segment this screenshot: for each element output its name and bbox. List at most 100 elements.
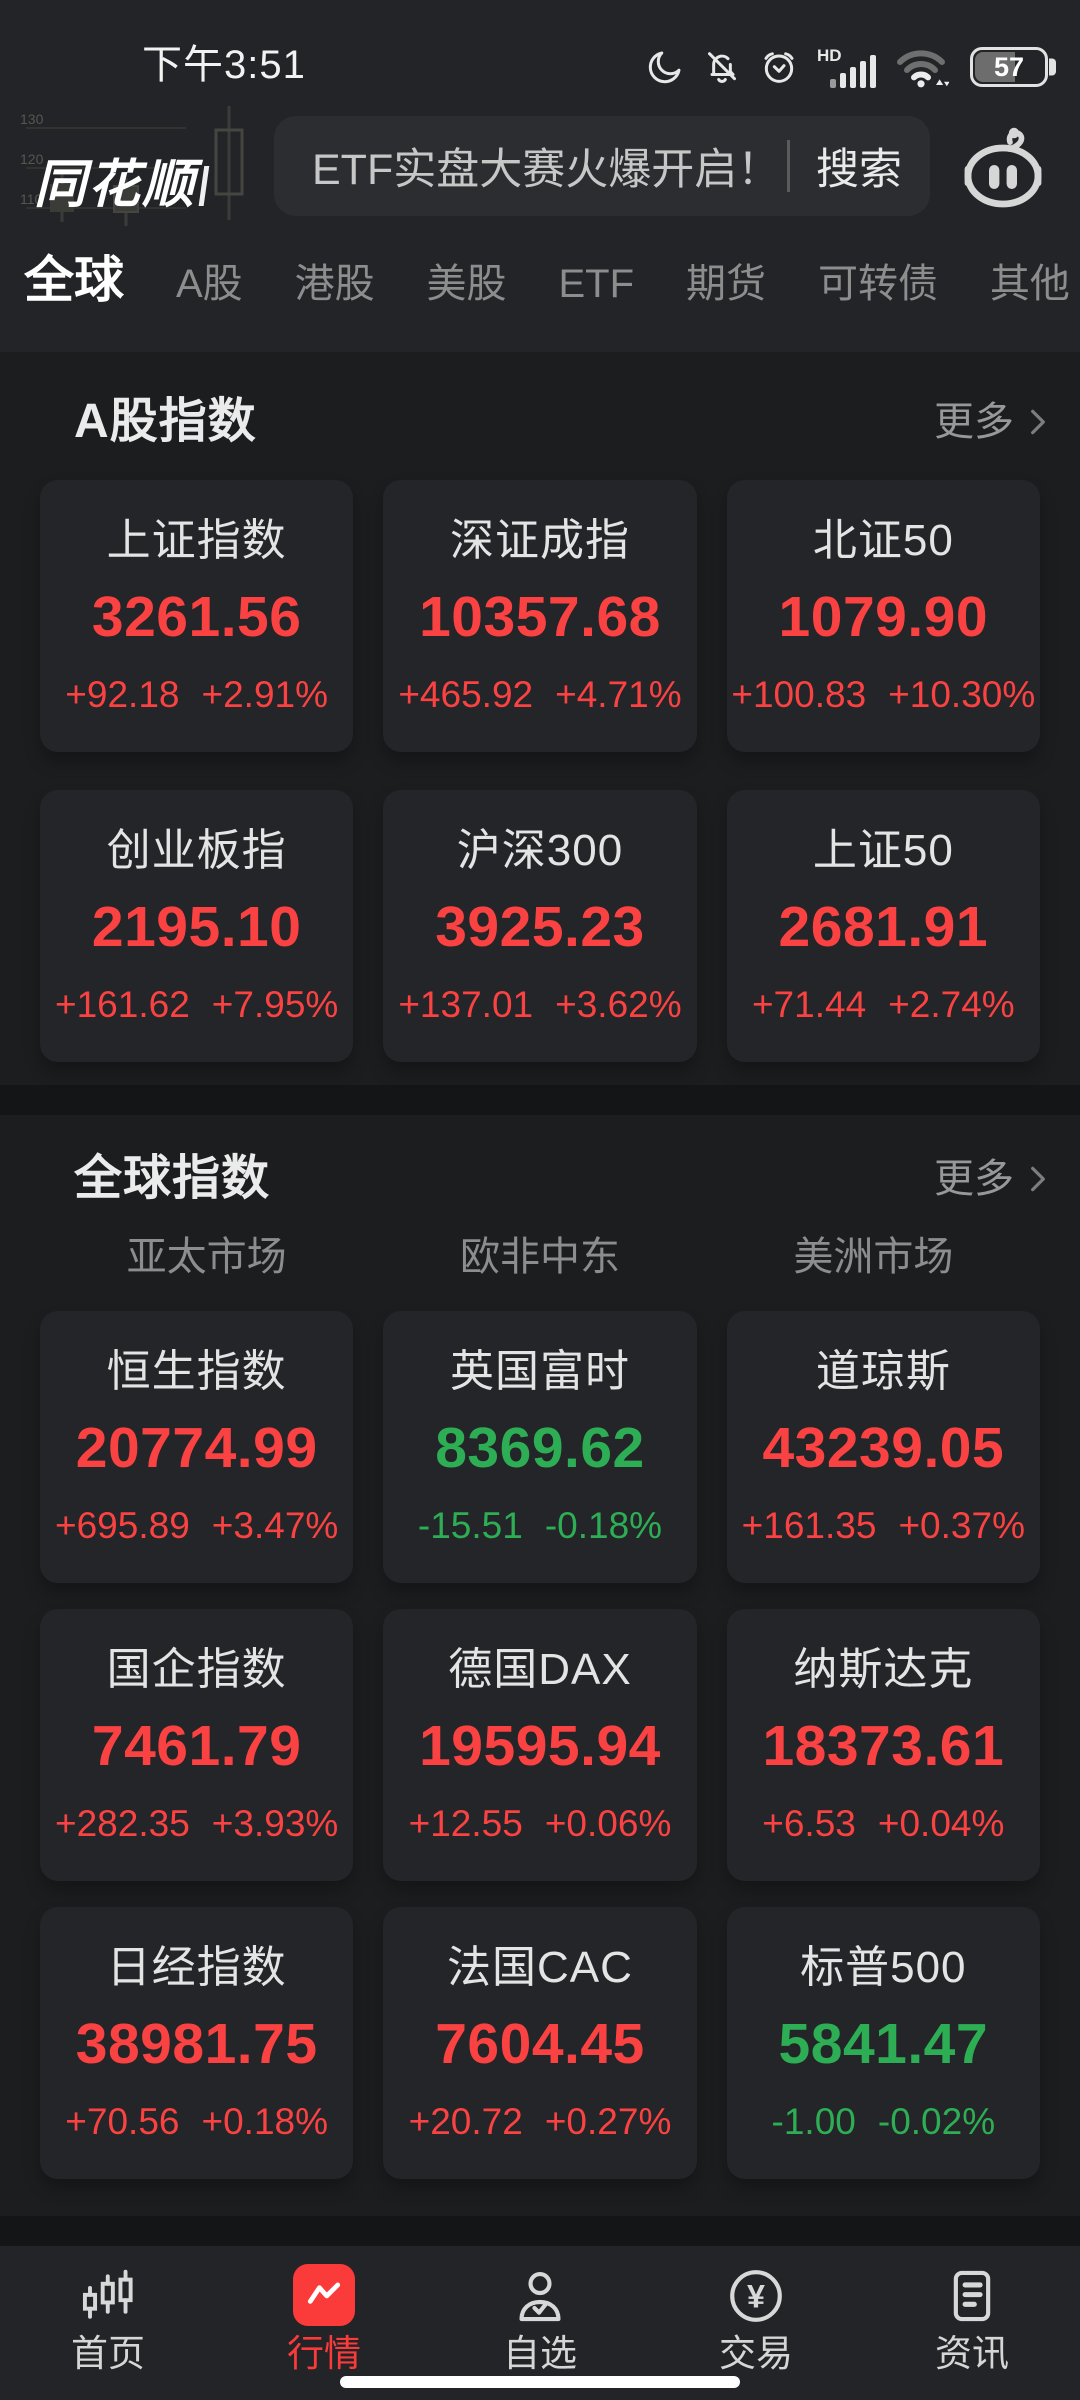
index-value: 1079.90	[778, 585, 989, 649]
a-share-section-header: A股指数 更多	[0, 352, 1080, 480]
index-change-row: +137.01 +3.62%	[398, 986, 681, 1023]
index-card[interactable]: 道琼斯 43239.05 +161.35 +0.37%	[726, 1311, 1040, 1583]
tab-futures[interactable]: 期货	[686, 262, 766, 306]
index-name: 英国富时	[449, 1347, 630, 1396]
index-name: 标普500	[800, 1943, 967, 1992]
tab-global[interactable]: 全球	[24, 252, 124, 308]
tab-a-share[interactable]: A股	[175, 262, 243, 306]
index-name: 道琼斯	[815, 1347, 951, 1396]
yuan-symbol: ¥	[747, 2279, 765, 2315]
index-change-row: +465.92 +4.71%	[398, 676, 681, 713]
logo-text: 同花顺	[34, 142, 207, 217]
index-name: 创业板指	[106, 826, 287, 875]
index-card[interactable]: 法国CAC 7604.45 +20.72 +0.27%	[383, 1907, 697, 2179]
nav-quotes[interactable]: 行情	[216, 2260, 432, 2400]
app-logo[interactable]: 130 120 110 同花顺	[16, 100, 254, 232]
nav-label: 自选	[503, 2333, 577, 2374]
index-name: 国企指数	[106, 1645, 287, 1694]
chevron-right-icon	[1031, 1166, 1045, 1192]
index-change-percent: +0.37%	[898, 1505, 1025, 1546]
region-emea[interactable]: 欧非中东	[459, 1235, 620, 1279]
index-change-percent: -0.02%	[877, 2101, 996, 2142]
index-change-row: +70.56 +0.18%	[65, 2103, 328, 2140]
global-more-link[interactable]: 更多	[934, 1159, 1046, 1199]
battery-fill	[975, 52, 1015, 82]
index-name: 纳斯达克	[793, 1645, 974, 1694]
index-card[interactable]: 标普500 5841.47 -1.00 -0.02%	[726, 1907, 1040, 2179]
status-icons: HD 57	[645, 44, 1048, 90]
index-value: 19595.94	[419, 1714, 661, 1778]
nav-trade[interactable]: ¥ 交易	[648, 2260, 864, 2400]
index-change-amount: -15.51	[417, 1505, 523, 1546]
a-share-more-link[interactable]: 更多	[934, 402, 1046, 442]
region-header-row: 亚太市场 欧非中东 美洲市场	[0, 1233, 1080, 1281]
region-americas[interactable]: 美洲市场	[793, 1235, 954, 1279]
global-section-header: 全球指数 更多	[0, 1115, 1080, 1233]
search-divider	[787, 140, 790, 192]
index-change-row: +161.35 +0.37%	[742, 1507, 1025, 1544]
clock-time: 下午3:51	[142, 43, 306, 87]
nav-label: 交易	[719, 2333, 793, 2374]
index-change-amount: +71.44	[751, 984, 867, 1025]
index-change-amount: +161.62	[55, 984, 190, 1025]
market-tabs: 全球 A股 港股 美股 ETF 期货 可转债 其他	[0, 240, 1080, 352]
index-card[interactable]: 上证指数 3261.56 +92.18 +2.91%	[40, 480, 354, 752]
index-value: 3261.56	[91, 585, 302, 649]
index-change-row: -15.51 -0.18%	[418, 1507, 662, 1544]
index-change-row: +695.89 +3.47%	[55, 1507, 338, 1544]
nav-news[interactable]: 资讯	[864, 2260, 1080, 2400]
index-value: 7461.79	[91, 1714, 302, 1778]
global-cards-grid: 恒生指数 20774.99 +695.89 +3.47% 英国富时 8369.6…	[0, 1311, 1080, 2179]
status-bar: 下午3:51 HD	[0, 0, 1080, 100]
index-change-amount: +465.92	[398, 674, 534, 715]
tab-convertible-bonds[interactable]: 可转债	[817, 262, 938, 306]
index-change-percent: +2.74%	[888, 984, 1015, 1025]
tab-us[interactable]: 美股	[426, 262, 507, 306]
index-change-percent: +3.93%	[211, 1803, 339, 1844]
index-value: 18373.61	[762, 1714, 1005, 1778]
index-name: 上证指数	[106, 516, 287, 565]
battery-icon: 57	[970, 47, 1048, 87]
svg-text:130: 130	[20, 111, 44, 127]
index-value: 2681.91	[778, 895, 989, 959]
hd-signal-icon: HD	[816, 45, 878, 89]
index-change-row: +71.44 +2.74%	[752, 986, 1015, 1023]
index-change-amount: +695.89	[55, 1505, 190, 1546]
index-change-amount: +20.72	[408, 2101, 523, 2142]
tab-hk[interactable]: 港股	[294, 262, 375, 306]
index-card[interactable]: 深证成指 10357.68 +465.92 +4.71%	[383, 480, 697, 752]
global-index-section: 全球指数 更多 亚太市场 欧非中东 美洲市场 恒生指数 20774.99 +69…	[0, 1115, 1080, 2216]
region-asia-pacific[interactable]: 亚太市场	[126, 1235, 287, 1279]
candlestick-icon	[78, 2260, 138, 2326]
search-button[interactable]: 搜索	[816, 146, 902, 194]
search-bar[interactable]: ETF实盘大赛火爆开启！ 搜索	[274, 116, 930, 216]
index-change-row: +282.35 +3.93%	[55, 1805, 338, 1842]
search-placeholder: ETF实盘大赛火爆开启！	[312, 146, 777, 194]
index-card[interactable]: 纳斯达克 18373.61 +6.53 +0.04%	[726, 1609, 1040, 1881]
index-card[interactable]: 沪深300 3925.23 +137.01 +3.62%	[383, 790, 697, 1062]
index-card[interactable]: 创业板指 2195.10 +161.62 +7.95%	[40, 790, 354, 1062]
tab-etf[interactable]: ETF	[558, 262, 635, 306]
index-card[interactable]: 英国富时 8369.62 -15.51 -0.18%	[383, 1311, 697, 1583]
nav-watchlist[interactable]: 自选	[432, 2260, 648, 2400]
index-value: 8369.62	[435, 1416, 645, 1480]
index-card[interactable]: 北证50 1079.90 +100.83 +10.30%	[726, 480, 1040, 752]
index-card[interactable]: 国企指数 7461.79 +282.35 +3.93%	[40, 1609, 354, 1881]
bell-muted-icon	[702, 47, 742, 87]
index-value: 3925.23	[435, 895, 645, 959]
watchlist-icon	[510, 2260, 570, 2326]
index-change-row: +6.53 +0.04%	[762, 1805, 1004, 1842]
index-card[interactable]: 上证50 2681.91 +71.44 +2.74%	[726, 790, 1040, 1062]
index-change-percent: +0.06%	[544, 1803, 672, 1844]
index-card[interactable]: 恒生指数 20774.99 +695.89 +3.47%	[40, 1311, 354, 1583]
tab-other[interactable]: 其他	[989, 262, 1070, 306]
index-change-amount: +100.83	[731, 674, 867, 715]
trade-icon: ¥	[726, 2260, 786, 2326]
ai-assistant-robot-icon[interactable]	[950, 113, 1056, 219]
home-indicator[interactable]	[340, 2376, 740, 2388]
index-card[interactable]: 德国DAX 19595.94 +12.55 +0.06%	[383, 1609, 697, 1881]
index-name: 深证成指	[449, 516, 630, 565]
nav-label: 首页	[71, 2333, 145, 2374]
nav-home[interactable]: 首页	[0, 2260, 216, 2400]
index-card[interactable]: 日经指数 38981.75 +70.56 +0.18%	[40, 1907, 354, 2179]
